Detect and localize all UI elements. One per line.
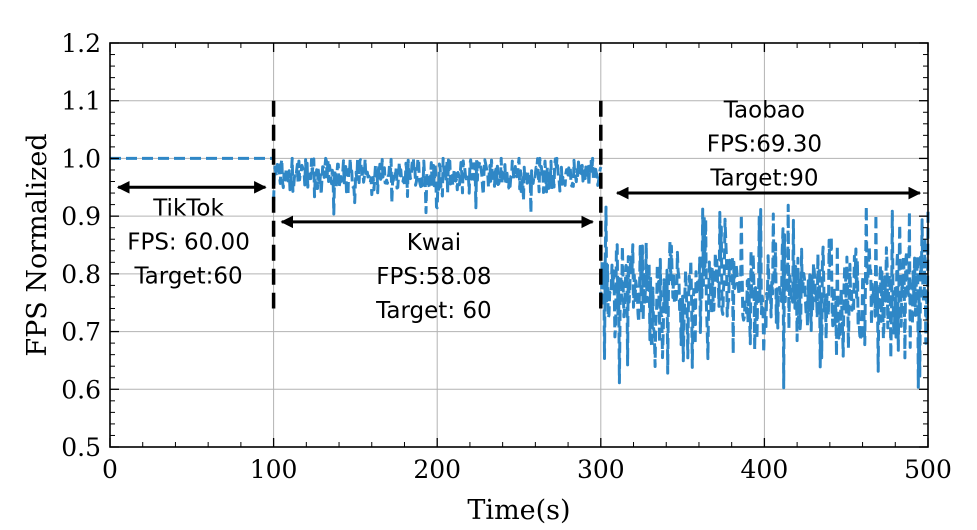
y-tick-label: 0.5 (61, 433, 101, 462)
x-tick-label: 200 (413, 455, 461, 484)
annotation-line: FPS: 60.00 (127, 229, 250, 255)
x-tick-label: 300 (577, 455, 625, 484)
annotation-line: Taobao (723, 97, 805, 123)
y-tick-label: 1.0 (61, 144, 101, 173)
plot-frame (109, 42, 929, 448)
annotations: TikTok FPS: 60.00 Target:60 Kwai FPS:58.08 Ta… (127, 97, 822, 324)
ticks (109, 42, 929, 448)
annotation-tiktok: TikTok FPS: 60.00 Target:60 (127, 195, 250, 289)
x-tick-label: 100 (250, 455, 298, 484)
annotation-taobao: Taobao FPS:69.30 Target:90 (707, 97, 822, 191)
annotation-line: TikTok (152, 195, 224, 221)
y-tick-label: 1.2 (61, 29, 101, 58)
y-tick-label: 0.9 (61, 202, 101, 231)
switch-lines (271, 100, 603, 309)
y-axis-label: FPS Normalized (22, 133, 53, 356)
annotation-kwai: Kwai FPS:58.08 Target: 60 (375, 230, 491, 324)
x-tick-label: 500 (904, 455, 952, 484)
series-line-kwai (272, 156, 603, 216)
y-tick-label: 0.7 (61, 318, 101, 347)
annotation-line: Kwai (407, 230, 461, 256)
x-axis-label: Time(s) (467, 495, 570, 526)
y-tick-label: 0.8 (61, 260, 101, 289)
annotation-line: FPS:69.30 (707, 131, 822, 157)
annotation-line: Target:90 (709, 165, 818, 191)
y-tick-label: 1.1 (61, 87, 101, 116)
x-tick-label: 400 (741, 455, 789, 484)
y-tick-label: 0.6 (61, 375, 101, 404)
x-tick-label: 0 (102, 455, 118, 484)
x-tick-labels: 0 100 200 300 400 500 (102, 455, 952, 484)
annotation-line: FPS:58.08 (376, 264, 491, 290)
series-line-taobao (599, 203, 930, 390)
y-tick-labels: 0.5 0.6 0.7 0.8 0.9 1.0 1.1 1.2 (61, 29, 101, 462)
span-arrows (116, 180, 922, 229)
data-layer (110, 156, 930, 390)
annotation-line: Target:60 (133, 263, 242, 289)
annotation-line: Target: 60 (375, 298, 491, 324)
